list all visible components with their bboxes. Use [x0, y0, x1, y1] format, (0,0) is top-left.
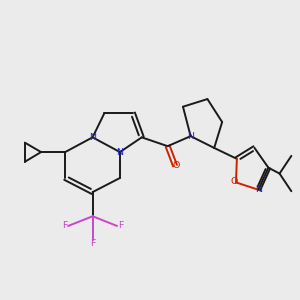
Text: O: O: [173, 161, 180, 170]
Text: N: N: [187, 132, 194, 141]
Text: O: O: [231, 177, 238, 186]
Text: F: F: [90, 239, 95, 248]
Text: F: F: [62, 221, 67, 230]
Text: N: N: [255, 185, 262, 194]
Text: F: F: [118, 221, 123, 230]
Text: N: N: [89, 133, 96, 142]
Text: N: N: [116, 148, 124, 157]
